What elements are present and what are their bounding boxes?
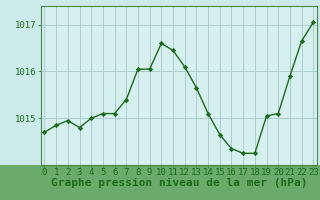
X-axis label: Graphe pression niveau de la mer (hPa): Graphe pression niveau de la mer (hPa): [51, 178, 307, 188]
